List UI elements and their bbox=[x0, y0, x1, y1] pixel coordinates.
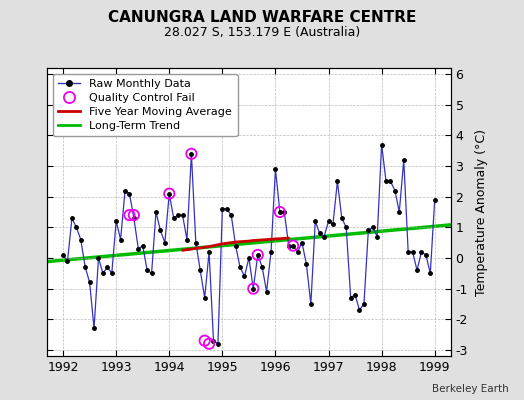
Point bbox=[205, 340, 213, 347]
Point bbox=[254, 252, 262, 258]
Point bbox=[129, 212, 138, 218]
Point bbox=[201, 338, 209, 344]
Text: CANUNGRA LAND WARFARE CENTRE: CANUNGRA LAND WARFARE CENTRE bbox=[108, 10, 416, 25]
Point bbox=[276, 209, 284, 215]
Text: 28.027 S, 153.179 E (Australia): 28.027 S, 153.179 E (Australia) bbox=[164, 26, 360, 39]
Point bbox=[165, 190, 173, 197]
Point bbox=[125, 212, 134, 218]
Point bbox=[289, 242, 297, 249]
Point bbox=[187, 150, 195, 157]
Point bbox=[249, 285, 257, 292]
Text: Berkeley Earth: Berkeley Earth bbox=[432, 384, 508, 394]
Legend: Raw Monthly Data, Quality Control Fail, Five Year Moving Average, Long-Term Tren: Raw Monthly Data, Quality Control Fail, … bbox=[53, 74, 238, 136]
Y-axis label: Temperature Anomaly (°C): Temperature Anomaly (°C) bbox=[475, 128, 488, 296]
